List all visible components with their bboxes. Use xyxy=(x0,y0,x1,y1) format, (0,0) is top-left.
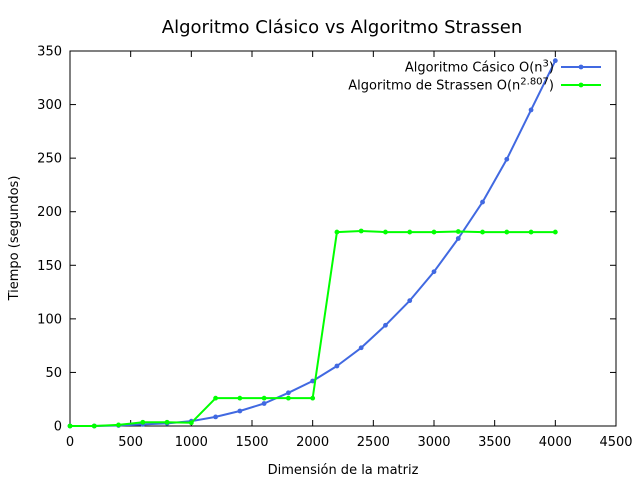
series-1-line xyxy=(70,60,557,427)
series-1-point xyxy=(552,58,558,64)
x-tick-label: 2500 xyxy=(357,435,390,450)
series-1-point xyxy=(310,378,316,384)
series-2-point xyxy=(286,395,291,401)
x-tick-label: 4500 xyxy=(599,435,632,450)
legend-label: Algoritmo de Strassen O(n2.807) xyxy=(348,77,554,94)
legend-label-suffix: ) xyxy=(549,79,554,94)
series-2-point xyxy=(504,229,510,235)
series-2-point xyxy=(552,229,558,235)
series-2-point xyxy=(431,229,437,235)
legend-swatch-point xyxy=(578,64,584,70)
legend-label-suffix: ) xyxy=(549,61,554,76)
legend-entry-1: Algoritmo Cásico O(n3) xyxy=(405,59,601,76)
series-2-point xyxy=(334,229,340,235)
series-1-point xyxy=(504,156,510,162)
series-2-point xyxy=(480,229,485,235)
series-2-point xyxy=(188,420,194,426)
x-tick-label: 4000 xyxy=(539,435,572,450)
series-1-point xyxy=(334,363,340,369)
series-1-point xyxy=(286,390,291,396)
series-1-point xyxy=(358,345,364,351)
series-1-point xyxy=(213,414,219,420)
y-tick-label: 250 xyxy=(37,152,62,167)
plot-frame xyxy=(69,50,617,427)
series-2-point xyxy=(528,229,534,235)
series-2-point xyxy=(91,423,97,429)
series-2-point xyxy=(358,228,364,234)
series-2-point xyxy=(407,229,413,235)
series-2-point xyxy=(310,395,316,401)
y-tick-label: 150 xyxy=(37,259,62,274)
y-tick-label: 100 xyxy=(37,312,62,327)
series-1-point xyxy=(407,298,413,304)
series-2-point xyxy=(261,395,267,401)
legend-label-superscript: 2.807 xyxy=(520,77,549,88)
series-2-point xyxy=(140,419,146,425)
series-2-point xyxy=(67,423,73,429)
series-2-point xyxy=(116,422,121,428)
series-1-point xyxy=(431,269,437,275)
legend-label-main: Algoritmo de Strassen O(n xyxy=(348,79,520,94)
series-1-point xyxy=(480,199,485,205)
series-2 xyxy=(67,228,558,429)
x-tick-label: 500 xyxy=(118,435,143,450)
series-2-point xyxy=(383,229,388,235)
legend-label: Algoritmo Cásico O(n3) xyxy=(405,59,554,76)
legend-entry-2: Algoritmo de Strassen O(n2.807) xyxy=(348,77,601,94)
series-layer xyxy=(67,58,558,429)
axis-ticks: 0 500 1000 1500 2000 2500 3000 3500 4000 4500 0 50 1… xyxy=(37,45,632,451)
series-1-point xyxy=(528,107,534,113)
series-2-point xyxy=(237,395,243,401)
y-tick-label: 0 xyxy=(54,420,62,435)
series-2-point xyxy=(164,419,170,425)
x-tick-label: 3000 xyxy=(417,435,450,450)
y-tick-label: 200 xyxy=(37,205,62,220)
legend-swatch-point xyxy=(578,82,584,88)
y-axis-label: Tiempo (segundos) xyxy=(7,176,22,302)
y-tick-label: 350 xyxy=(37,45,62,60)
x-tick-label: 2000 xyxy=(296,435,329,450)
series-1-point xyxy=(455,236,461,241)
x-axis-label: Dimensión de la matriz xyxy=(268,463,419,478)
legend-label-main: Algoritmo Cásico O(n xyxy=(405,61,543,76)
series-1 xyxy=(67,58,558,429)
series-1-point xyxy=(237,408,243,414)
series-2-point xyxy=(213,395,219,401)
x-tick-label: 3500 xyxy=(478,435,511,450)
x-tick-label: 0 xyxy=(66,435,74,450)
y-tick-label: 50 xyxy=(45,366,62,381)
x-tick-label: 1500 xyxy=(235,435,268,450)
series-1-point xyxy=(383,322,388,328)
legend-label-superscript: 3 xyxy=(543,59,549,70)
legend: Algoritmo Cásico O(n3)Algoritmo de Stras… xyxy=(348,59,601,94)
x-tick-label: 1000 xyxy=(175,435,208,450)
series-1-point xyxy=(261,401,267,406)
chart-title: Algoritmo Clásico vs Algoritmo Strassen xyxy=(162,17,522,38)
series-2-point xyxy=(455,229,461,234)
y-tick-label: 300 xyxy=(37,98,62,113)
